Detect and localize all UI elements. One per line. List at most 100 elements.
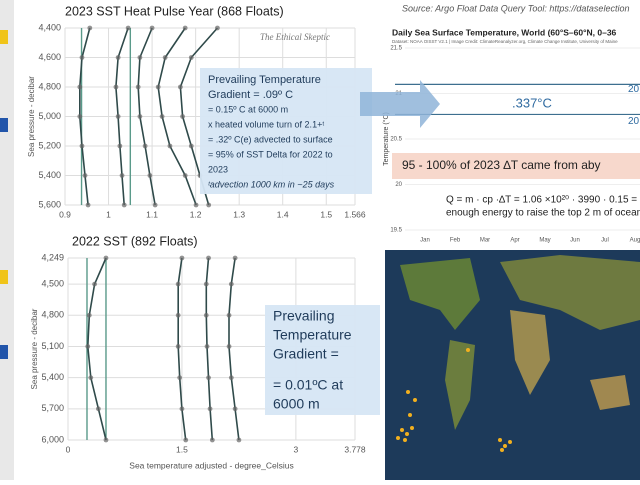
- y-tick-label: 4,600: [38, 52, 61, 62]
- float-point: [209, 437, 215, 443]
- float-point: [204, 344, 210, 349]
- float-point: [117, 143, 123, 149]
- delta-label: .337°C: [512, 95, 552, 110]
- float-point: [175, 344, 181, 349]
- float-point: [188, 143, 194, 149]
- annotation-text: = .32º C(e) advected to surface: [208, 134, 333, 144]
- float-point: [87, 25, 93, 31]
- annotation-text: Gradient =: [273, 346, 339, 362]
- y-tick-label: 20: [395, 182, 402, 188]
- x-tick-label: May: [539, 238, 550, 244]
- profile-line: [86, 257, 107, 441]
- float-point: [86, 312, 92, 318]
- float-point: [206, 375, 211, 381]
- y-axis-label: Temperature (°C): [382, 112, 390, 166]
- float-point: [79, 143, 85, 149]
- chart-title: Daily Sea Surface Temperature, World (60…: [392, 27, 617, 37]
- x-tick-label: Jan: [420, 238, 430, 244]
- y-tick-label: 5,200: [38, 140, 61, 150]
- float-point: [177, 84, 183, 90]
- float-point: [125, 25, 131, 31]
- callout-text: 95 - 100% of 2023 ∆T came from aby: [402, 158, 601, 172]
- y-tick-label: 19.5: [390, 228, 402, 234]
- float-point: [137, 55, 143, 60]
- arrow: [360, 80, 440, 128]
- chart-title: 2023 SST Heat Pulse Year (868 Floats): [65, 4, 284, 18]
- x-tick-label: Jun: [570, 238, 580, 244]
- float-point: [182, 25, 188, 31]
- float-point: [95, 406, 101, 412]
- y-tick-label: 5,700: [41, 403, 64, 413]
- float-point: [119, 173, 125, 178]
- annotation-text: Prevailing: [273, 308, 334, 324]
- y-tick-label: 6,000: [41, 434, 64, 444]
- reference-label: 20: [628, 116, 640, 127]
- left-fragment: [0, 345, 8, 359]
- x-tick-label: 1.4: [277, 209, 289, 219]
- float-point: [77, 84, 83, 90]
- float-point: [232, 406, 238, 412]
- x-tick-label: Jul: [601, 238, 609, 244]
- left-fragment: [0, 270, 8, 284]
- float-point: [82, 173, 88, 178]
- annotation-text: Temperature: [273, 327, 352, 343]
- float-point: [228, 281, 234, 287]
- source: Source: Argo Float Data Query Tool: http…: [402, 3, 629, 13]
- annotation-text: 2023: [208, 164, 228, 174]
- annotation-text: = 95% of SST Delta for 2022 to: [208, 149, 333, 159]
- annotation-text: Gradient = .09º C: [208, 89, 293, 101]
- float-point: [215, 25, 220, 31]
- float-point: [203, 312, 209, 318]
- float-point: [92, 281, 97, 287]
- float-point: [85, 202, 91, 208]
- x-tick-label: 0.9: [59, 209, 71, 219]
- float-point: [203, 281, 209, 287]
- annotation-text: 6000 m: [273, 396, 320, 412]
- annotation-text: x heated volume turn of 2.1+ᵗ: [208, 119, 324, 129]
- y-tick-label: 5,400: [41, 372, 64, 382]
- annotation-box: [200, 68, 372, 194]
- y-axis-label: Sea pressure - decibar: [27, 76, 36, 157]
- float-point: [137, 114, 143, 119]
- float-point: [206, 255, 211, 261]
- float-point: [183, 437, 189, 443]
- y-tick-label: 5,100: [41, 341, 64, 351]
- x-tick-label: 1.2: [190, 209, 202, 219]
- x-tick-label: 1.5: [176, 444, 188, 454]
- y-tick-label: 4,800: [41, 310, 64, 320]
- float-point: [88, 375, 94, 381]
- y-tick-label: 5,000: [38, 111, 61, 121]
- float-point: [115, 55, 121, 60]
- float-point: [152, 202, 158, 208]
- float-point: [226, 344, 232, 349]
- float-point: [179, 406, 185, 412]
- float-point: [85, 344, 91, 349]
- x-tick-label: 1.3: [233, 209, 245, 219]
- float-point: [115, 114, 121, 119]
- x-axis-label: Sea temperature adjusted - degree_Celsiu…: [129, 460, 293, 470]
- float-point: [159, 114, 165, 119]
- float-point: [179, 255, 185, 261]
- left-strip: [0, 0, 14, 480]
- float-point: [149, 25, 155, 31]
- float-point: [236, 437, 242, 443]
- float-point: [193, 202, 199, 208]
- annotation-text: = 0.15º C at 6000 m: [208, 104, 288, 114]
- float-point: [113, 84, 119, 90]
- y-tick-label: 4,400: [38, 22, 61, 32]
- float-point: [226, 312, 232, 318]
- float-point: [147, 173, 153, 178]
- left-fragment: [0, 118, 8, 132]
- float-point: [167, 143, 173, 149]
- x-tick-label: 1.1: [146, 209, 158, 219]
- x-tick-label: 1: [106, 209, 111, 219]
- float-point: [142, 143, 148, 149]
- x-tick-label: Mar: [480, 238, 490, 244]
- callout-box: [392, 153, 640, 179]
- y-tick-label: 5,600: [38, 199, 61, 209]
- formula-text: Q = m · cp ·∆T = 1.06 ×10²⁰ · 3990 · 0.1…: [446, 195, 640, 206]
- float-point: [177, 375, 183, 381]
- float-point: [228, 375, 234, 381]
- annotation-text: ᵗadvection 1000 km in ~25 days: [208, 179, 335, 189]
- float-point: [207, 406, 213, 412]
